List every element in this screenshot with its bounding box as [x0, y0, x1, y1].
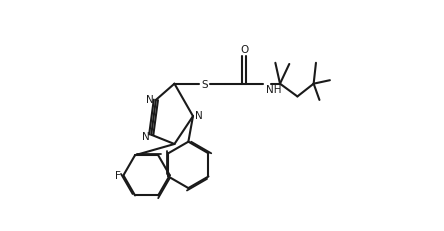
Text: O: O: [240, 45, 248, 55]
Text: N: N: [195, 110, 202, 121]
Text: N: N: [142, 131, 149, 141]
Text: NH: NH: [266, 85, 281, 95]
Text: F: F: [115, 170, 120, 181]
Text: S: S: [201, 79, 208, 89]
Text: N: N: [146, 94, 154, 104]
